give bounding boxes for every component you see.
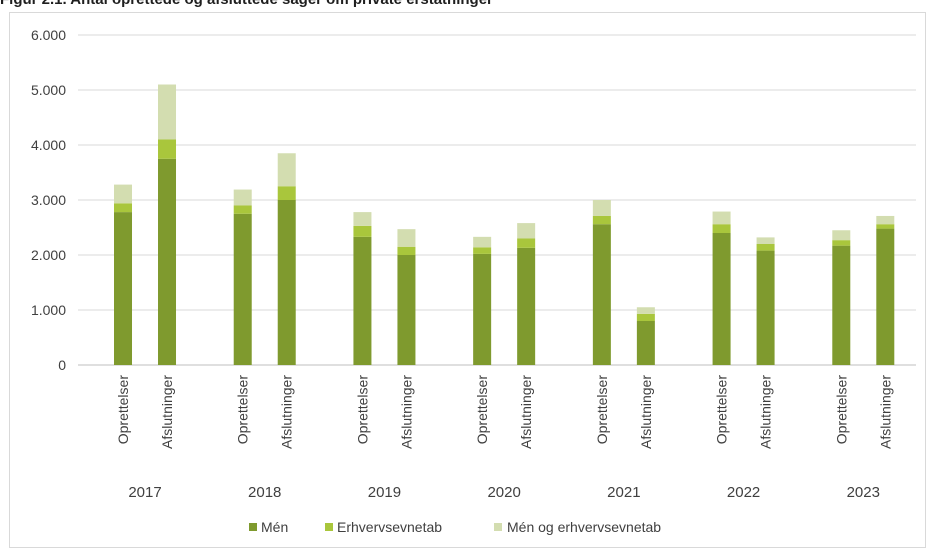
bar-segment bbox=[832, 240, 851, 246]
x-group-label: 2019 bbox=[368, 484, 401, 501]
bar-segment bbox=[876, 224, 895, 229]
bar-segment bbox=[517, 247, 536, 365]
x-category-label: Afslutninger bbox=[877, 375, 893, 449]
x-category-label: Afslutninger bbox=[279, 375, 295, 449]
x-axis-categories: Oprettelser Afslutninger Oprettelser Afslut… bbox=[115, 375, 893, 449]
bar-segment bbox=[397, 255, 416, 365]
y-tick-label: 2.000 bbox=[31, 247, 66, 263]
bar-segment bbox=[353, 236, 372, 365]
bar-segment bbox=[277, 186, 296, 200]
chart-title: Figur 2.1. Antal oprettede og afsluttede… bbox=[0, 0, 493, 8]
bar-segment bbox=[397, 246, 416, 255]
bar-segment bbox=[158, 139, 177, 159]
x-category-label: Afslutninger bbox=[159, 375, 175, 449]
y-tick-label: 3.000 bbox=[31, 192, 66, 208]
x-category-label: Oprettelser bbox=[474, 375, 490, 445]
bar-segment bbox=[353, 225, 372, 237]
bar-segment bbox=[158, 84, 177, 140]
legend-swatch bbox=[325, 523, 333, 531]
x-category-label: Oprettelser bbox=[115, 375, 131, 445]
bar-segment bbox=[832, 230, 851, 241]
x-category-label: Afslutninger bbox=[758, 375, 774, 449]
bar-segment bbox=[397, 229, 416, 247]
bar-segment bbox=[233, 205, 252, 214]
legend-swatch bbox=[249, 523, 257, 531]
bar-segment bbox=[876, 215, 895, 225]
x-group-label: 2023 bbox=[847, 484, 880, 501]
bar-segment bbox=[636, 313, 655, 321]
y-tick-label: 4.000 bbox=[31, 137, 66, 153]
x-category-label: Oprettelser bbox=[714, 375, 730, 445]
y-tick-label: 6.000 bbox=[31, 27, 66, 43]
x-axis-groups: 2017 2018 2019 2020 2021 2022 2023 bbox=[128, 484, 880, 501]
bar-segment bbox=[114, 184, 133, 204]
y-tick-label: 5.000 bbox=[31, 82, 66, 98]
y-tick-label: 1.000 bbox=[31, 302, 66, 318]
bar-segment bbox=[756, 244, 775, 251]
x-group-label: 2022 bbox=[727, 484, 760, 501]
bar-segment bbox=[233, 189, 252, 206]
x-group-label: 2018 bbox=[248, 484, 281, 501]
x-category-label: Oprettelser bbox=[833, 375, 849, 445]
x-category-label: Oprettelser bbox=[235, 375, 251, 445]
x-category-label: Oprettelser bbox=[594, 375, 610, 445]
bar-segment bbox=[277, 200, 296, 365]
chart-frame bbox=[9, 12, 926, 548]
bar-segment bbox=[517, 223, 536, 239]
bar-segment bbox=[158, 158, 177, 365]
bar-segment bbox=[473, 247, 492, 254]
bar-segment bbox=[756, 250, 775, 365]
bar-segment bbox=[473, 253, 492, 365]
bar-segment bbox=[712, 211, 731, 225]
gridlines bbox=[78, 34, 916, 366]
bar-segment bbox=[592, 200, 611, 216]
bar-segment bbox=[712, 233, 731, 365]
x-group-label: 2020 bbox=[487, 484, 520, 501]
legend-swatch bbox=[494, 523, 502, 531]
legend-label: Mén bbox=[261, 519, 288, 535]
bar-segment bbox=[114, 212, 133, 365]
bar-segment bbox=[353, 212, 372, 226]
x-group-label: 2021 bbox=[607, 484, 640, 501]
bars bbox=[114, 84, 895, 365]
x-category-label: Oprettelser bbox=[354, 375, 370, 445]
bar-segment bbox=[712, 224, 731, 233]
y-tick-label: 0 bbox=[58, 357, 66, 373]
x-category-label: Afslutninger bbox=[398, 375, 414, 449]
legend-label: Erhvervsevnetab bbox=[337, 519, 442, 535]
bar-segment bbox=[517, 238, 536, 248]
bar-segment bbox=[756, 237, 775, 244]
legend: Mén Erhvervsevnetab Mén og erhvervsevnetab bbox=[249, 519, 661, 535]
y-axis-ticks: 0 1.000 2.000 3.000 4.000 5.000 6.000 bbox=[31, 27, 66, 373]
bar-segment bbox=[592, 224, 611, 365]
bar-segment bbox=[832, 245, 851, 365]
legend-label: Mén og erhvervsevnetab bbox=[507, 519, 661, 535]
bar-segment bbox=[592, 215, 611, 225]
x-group-label: 2017 bbox=[128, 484, 161, 501]
x-category-label: Afslutninger bbox=[518, 375, 534, 449]
bar-segment bbox=[277, 153, 296, 187]
bar-segment bbox=[473, 236, 492, 248]
bar-segment bbox=[876, 228, 895, 365]
bar-segment bbox=[233, 213, 252, 365]
bar-segment bbox=[114, 203, 133, 213]
x-category-label: Afslutninger bbox=[638, 375, 654, 449]
bar-segment bbox=[636, 307, 655, 314]
bar-segment bbox=[636, 321, 655, 365]
